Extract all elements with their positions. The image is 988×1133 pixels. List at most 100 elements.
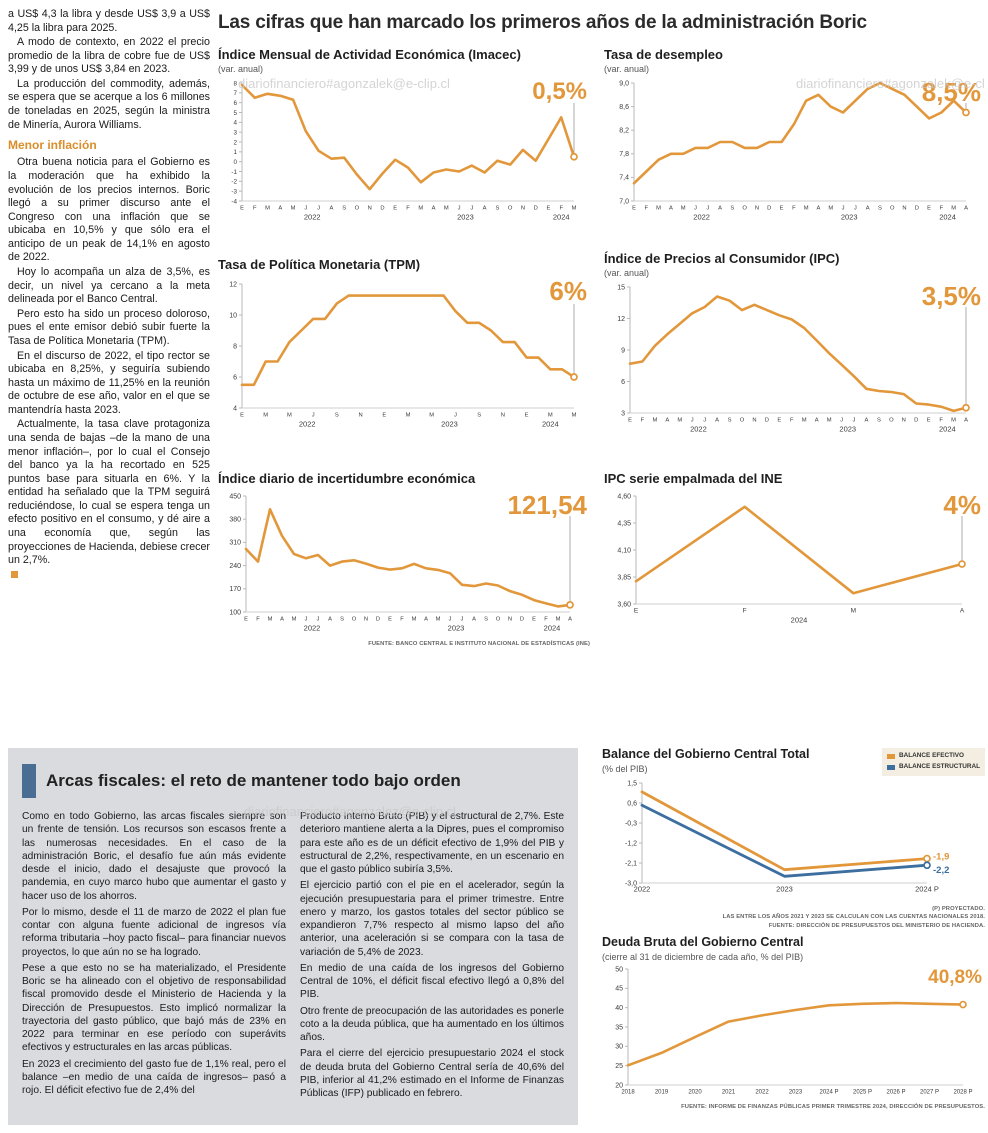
svg-text:50: 50 xyxy=(615,966,623,973)
svg-text:3: 3 xyxy=(233,130,237,137)
svg-text:A: A xyxy=(278,206,282,212)
svg-text:M: M xyxy=(418,206,423,212)
chart-subtitle: (var. anual) xyxy=(604,268,650,279)
section-heading-menor-inflacion: Menor inflación xyxy=(8,138,97,153)
svg-text:M: M xyxy=(444,206,449,212)
svg-text:2023: 2023 xyxy=(457,213,474,222)
svg-text:310: 310 xyxy=(229,540,241,547)
chart-subtitle: (var. anual) xyxy=(218,64,264,75)
svg-text:2025 P: 2025 P xyxy=(853,1089,872,1095)
svg-text:A: A xyxy=(472,617,476,623)
svg-text:M: M xyxy=(827,418,832,424)
svg-text:M: M xyxy=(572,413,577,419)
svg-text:O: O xyxy=(508,206,513,212)
svg-text:E: E xyxy=(240,413,244,419)
svg-text:2018: 2018 xyxy=(621,1089,635,1095)
svg-text:121,54: 121,54 xyxy=(507,490,587,520)
svg-text:A: A xyxy=(815,418,819,424)
chart-subtitle: (var. anual) xyxy=(604,64,650,75)
paragraph: Por lo mismo, desde el 11 de marzo de 20… xyxy=(22,906,286,958)
svg-text:A: A xyxy=(568,617,572,623)
paragraph: Otro frente de preocupación de las autor… xyxy=(300,1005,564,1044)
svg-text:4: 4 xyxy=(233,406,237,413)
chart-title: Tasa de desempleo xyxy=(604,47,723,62)
svg-text:1: 1 xyxy=(233,149,237,156)
svg-text:E: E xyxy=(634,608,639,615)
svg-text:N: N xyxy=(521,206,525,212)
svg-text:J: J xyxy=(304,206,307,212)
svg-text:A: A xyxy=(865,418,869,424)
chart-canvas: 12 10 8 6 4 E M M J S N E M M J S N E M M 2022 2023 2024 6% xyxy=(218,274,590,434)
svg-text:D: D xyxy=(915,206,919,212)
svg-text:380: 380 xyxy=(229,517,241,524)
svg-text:N: N xyxy=(368,206,372,212)
svg-text:A: A xyxy=(964,206,968,212)
heading-accent-bar xyxy=(22,764,36,798)
chart-tpm: Tasa de Política Monetaria (TPM) 12 10 8 6 4… xyxy=(218,257,590,434)
svg-text:A: A xyxy=(866,206,870,212)
svg-text:S: S xyxy=(477,413,481,419)
svg-text:M: M xyxy=(681,206,686,212)
svg-text:A: A xyxy=(964,418,968,424)
svg-text:100: 100 xyxy=(229,610,241,617)
svg-text:8: 8 xyxy=(233,344,237,351)
svg-text:J: J xyxy=(840,418,843,424)
paragraph: Actualmente, la tasa clave protagoniza u… xyxy=(8,418,210,567)
svg-text:F: F xyxy=(406,206,410,212)
svg-text:D: D xyxy=(767,206,771,212)
paragraph: En medio de una caída de los ingresos de… xyxy=(300,962,564,1001)
svg-text:9: 9 xyxy=(621,348,625,355)
svg-text:M: M xyxy=(548,413,553,419)
paragraph: a US$ 4,3 la libra y desde US$ 3,9 a US$… xyxy=(8,8,210,34)
svg-text:J: J xyxy=(312,413,315,419)
svg-text:2024: 2024 xyxy=(553,213,570,222)
svg-text:35: 35 xyxy=(615,1024,623,1031)
paragraph: Otra buena noticia para el Gobierno es l… xyxy=(8,156,210,264)
paragraph: El ejercicio partió con el pie en el ace… xyxy=(300,880,564,958)
chart-canvas: 450 380 310 240 170 100 E F M A M J J A S O N D E F M A M J J A S O… xyxy=(218,488,590,638)
chart-canvas: 8 7 6 5 4 3 2 1 0 -1 -2 -3 -4 E F M A M J J A S O N D E F M A M J J A S O N… xyxy=(218,75,590,227)
svg-text:M: M xyxy=(268,617,273,623)
svg-text:0,6: 0,6 xyxy=(627,800,637,807)
svg-text:-2,1: -2,1 xyxy=(625,860,637,867)
svg-text:E: E xyxy=(927,418,931,424)
svg-text:J: J xyxy=(854,206,857,212)
svg-text:8: 8 xyxy=(233,81,237,88)
svg-text:A: A xyxy=(669,206,673,212)
svg-text:M: M xyxy=(429,413,434,419)
svg-text:2020: 2020 xyxy=(688,1089,702,1095)
svg-text:7,4: 7,4 xyxy=(619,175,629,182)
svg-text:2026 P: 2026 P xyxy=(886,1089,905,1095)
svg-text:2022: 2022 xyxy=(693,213,710,222)
chart-ipc: Índice de Precios al Consumidor (IPC) (v… xyxy=(604,251,984,439)
svg-text:6%: 6% xyxy=(549,276,587,306)
fiscal-heading: Arcas fiscales: el reto de mantener todo… xyxy=(46,771,461,790)
svg-text:D: D xyxy=(914,418,918,424)
source-note: FUENTE: BANCO CENTRAL E INSTITUTO NACION… xyxy=(368,641,590,648)
svg-text:J: J xyxy=(853,418,856,424)
svg-text:450: 450 xyxy=(229,494,241,501)
svg-text:J: J xyxy=(706,206,709,212)
svg-text:O: O xyxy=(890,206,895,212)
svg-text:3,85: 3,85 xyxy=(617,575,631,582)
paragraph: A modo de contexto, en 2022 el precio pr… xyxy=(8,36,210,76)
svg-text:S: S xyxy=(340,617,344,623)
svg-text:A: A xyxy=(280,617,284,623)
svg-text:7: 7 xyxy=(233,90,237,97)
svg-text:M: M xyxy=(291,206,296,212)
svg-text:F: F xyxy=(544,617,548,623)
svg-text:170: 170 xyxy=(229,586,241,593)
chart-title: Índice Mensual de Actividad Económica (I… xyxy=(218,47,521,62)
svg-text:J: J xyxy=(461,617,464,623)
chart-incertidumbre: Índice diario de incertidumbre económica… xyxy=(218,471,590,649)
svg-text:F: F xyxy=(253,206,257,212)
svg-text:N: N xyxy=(902,418,906,424)
svg-text:2023: 2023 xyxy=(448,624,465,633)
svg-text:M: M xyxy=(292,617,297,623)
source-note: FUENTE: INFORME DE FINANZAS PÚBLICAS PRI… xyxy=(681,1103,985,1110)
chart-subtitle: (% del PIB) xyxy=(602,763,648,774)
fiscal-columns: Como en todo Gobierno, las arcas fiscale… xyxy=(22,810,564,1103)
svg-text:F: F xyxy=(559,206,563,212)
svg-text:4%: 4% xyxy=(943,490,981,520)
svg-text:12: 12 xyxy=(229,282,237,289)
